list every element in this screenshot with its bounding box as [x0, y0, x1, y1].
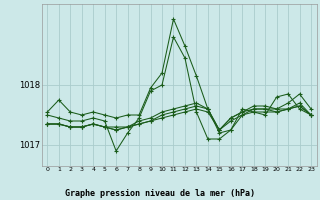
Text: Graphe pression niveau de la mer (hPa): Graphe pression niveau de la mer (hPa): [65, 189, 255, 198]
